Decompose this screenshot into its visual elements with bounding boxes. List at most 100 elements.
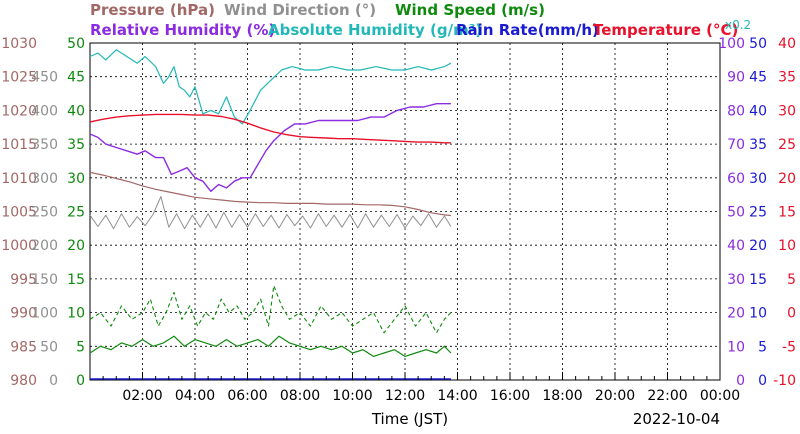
pressure-tick-label: 995 [10,272,37,288]
legend-ah-factor: x0.2 [725,18,751,32]
x-tick-label: 22:00 [647,388,687,404]
temperature-tick-label: 35 [778,70,796,86]
temperature-tick-label: 40 [778,36,796,52]
pressure-tick-label: 1020 [1,103,37,119]
x-tick-label: 00:00 [700,388,740,404]
temperature-tick-label: 0 [787,306,796,322]
wind-speed-tick-label: 40 [67,103,85,119]
temperature-tick-label: -5 [782,339,796,355]
legend-wind-direction: Wind Direction (°) [224,1,376,19]
x-tick-label: 14:00 [437,388,477,404]
chart-legend: Pressure (hPa) Wind Direction (°) Wind S… [90,1,751,39]
x-tick-label: 18:00 [542,388,582,404]
absolute-humidity-line [89,49,452,125]
pressure-tick-label: 990 [10,306,37,322]
wind-direction-tick-label: 200 [31,238,58,254]
rh-tick-label: 50 [727,205,745,221]
x-axis-title: Time (JST) [371,410,448,428]
wind-speed-tick-label: 15 [67,272,85,288]
wind-speed-max-line [89,285,452,334]
rh-tick-label: 20 [727,306,745,322]
rh-tick-label: 60 [727,171,745,187]
x-tick-label: 04:00 [175,388,215,404]
wind-speed-tick-label: 0 [76,373,85,389]
rain-tick-label: 45 [749,70,767,86]
wind-speed-tick-label: 5 [76,339,85,355]
wind-direction-tick-label: 400 [31,103,58,119]
rh-tick-label: 100 [718,36,745,52]
rain-tick-label: 5 [758,339,767,355]
rh-tick-label: 70 [727,137,745,153]
pressure-tick-label: 1015 [1,137,37,153]
left-axes: 1030102510201015101010051000995990985980… [1,36,85,389]
temperature-tick-label: 15 [778,205,796,221]
rh-tick-label: 90 [727,70,745,86]
wind-direction-tick-label: 350 [31,137,58,153]
wind-direction-tick-label: 150 [31,272,58,288]
wind-direction-tick-label: 0 [49,373,58,389]
wind-speed-tick-label: 45 [67,70,85,86]
rain-tick-label: 50 [749,36,767,52]
wind-speed-tick-label: 10 [67,306,85,322]
wind-direction-tick-label: 250 [31,205,58,221]
rain-tick-label: 40 [749,103,767,119]
x-tick-label: 02:00 [122,388,162,404]
rain-tick-label: 0 [758,373,767,389]
rain-tick-label: 30 [749,171,767,187]
rain-tick-label: 10 [749,306,767,322]
rh-tick-label: 80 [727,103,745,119]
wind-speed-tick-label: 35 [67,137,85,153]
pressure-line [89,171,451,217]
x-tick-label: 06:00 [227,388,267,404]
x-tick-label: 16:00 [490,388,530,404]
legend-absolute-humidity: Absolute Humidity (g/m³) [268,21,482,39]
rain-tick-label: 35 [749,137,767,153]
wind-speed-tick-label: 20 [67,238,85,254]
temperature-line [89,113,451,144]
wind-direction-tick-label: 50 [40,339,58,355]
x-axis: 02:00 04:00 06:00 08:00 10:00 12:00 14:00 16:00… [102,372,740,404]
x-tick-label: 10:00 [332,388,372,404]
pressure-tick-label: 1010 [1,171,37,187]
pressure-tick-label: 1000 [1,238,37,254]
wind-direction-tick-label: 300 [31,171,58,187]
legend-rain-rate: Rain Rate(mm/h) [456,21,599,39]
rh-tick-label: 40 [727,238,745,254]
temperature-tick-label: 20 [778,171,796,187]
wind-speed-avg-line [89,335,452,357]
legend-pressure: Pressure (hPa) [90,1,215,19]
pressure-tick-label: 1030 [1,36,37,52]
wind-speed-tick-label: 30 [67,171,85,187]
pressure-tick-label: 1025 [1,70,37,86]
wind-direction-line [89,196,452,230]
relative-humidity-line [89,102,451,193]
grid-lines [90,43,720,380]
pressure-tick-label: 1005 [1,205,37,221]
rh-tick-label: 30 [727,272,745,288]
temperature-tick-label: 25 [778,137,796,153]
rain-tick-label: 20 [749,238,767,254]
x-tick-label: 12:00 [385,388,425,404]
temperature-tick-label: 10 [778,238,796,254]
wind-direction-tick-label: 100 [31,306,58,322]
rh-tick-label: 10 [727,339,745,355]
wind-speed-tick-label: 50 [67,36,85,52]
x-tick-label: 08:00 [280,388,320,404]
legend-relative-humidity: Relative Humidity (%) [90,21,275,39]
x-tick-label: 20:00 [595,388,635,404]
pressure-tick-label: 985 [10,339,37,355]
chart-date: 2022-10-04 [633,410,720,428]
legend-temperature: Temperature (°C) [593,21,738,39]
right-axes: 1009080706050403020100504540353025201510… [718,36,796,389]
rh-tick-label: 0 [736,373,745,389]
temperature-tick-label: -10 [773,373,796,389]
wind-speed-tick-label: 25 [67,205,85,221]
wind-direction-tick-label: 450 [31,70,58,86]
rain-tick-label: 25 [749,205,767,221]
rain-tick-label: 15 [749,272,767,288]
temperature-tick-label: 30 [778,103,796,119]
series-lines [89,49,452,380]
temperature-tick-label: 5 [787,272,796,288]
legend-wind-speed: Wind Speed (m/s) [395,1,545,19]
